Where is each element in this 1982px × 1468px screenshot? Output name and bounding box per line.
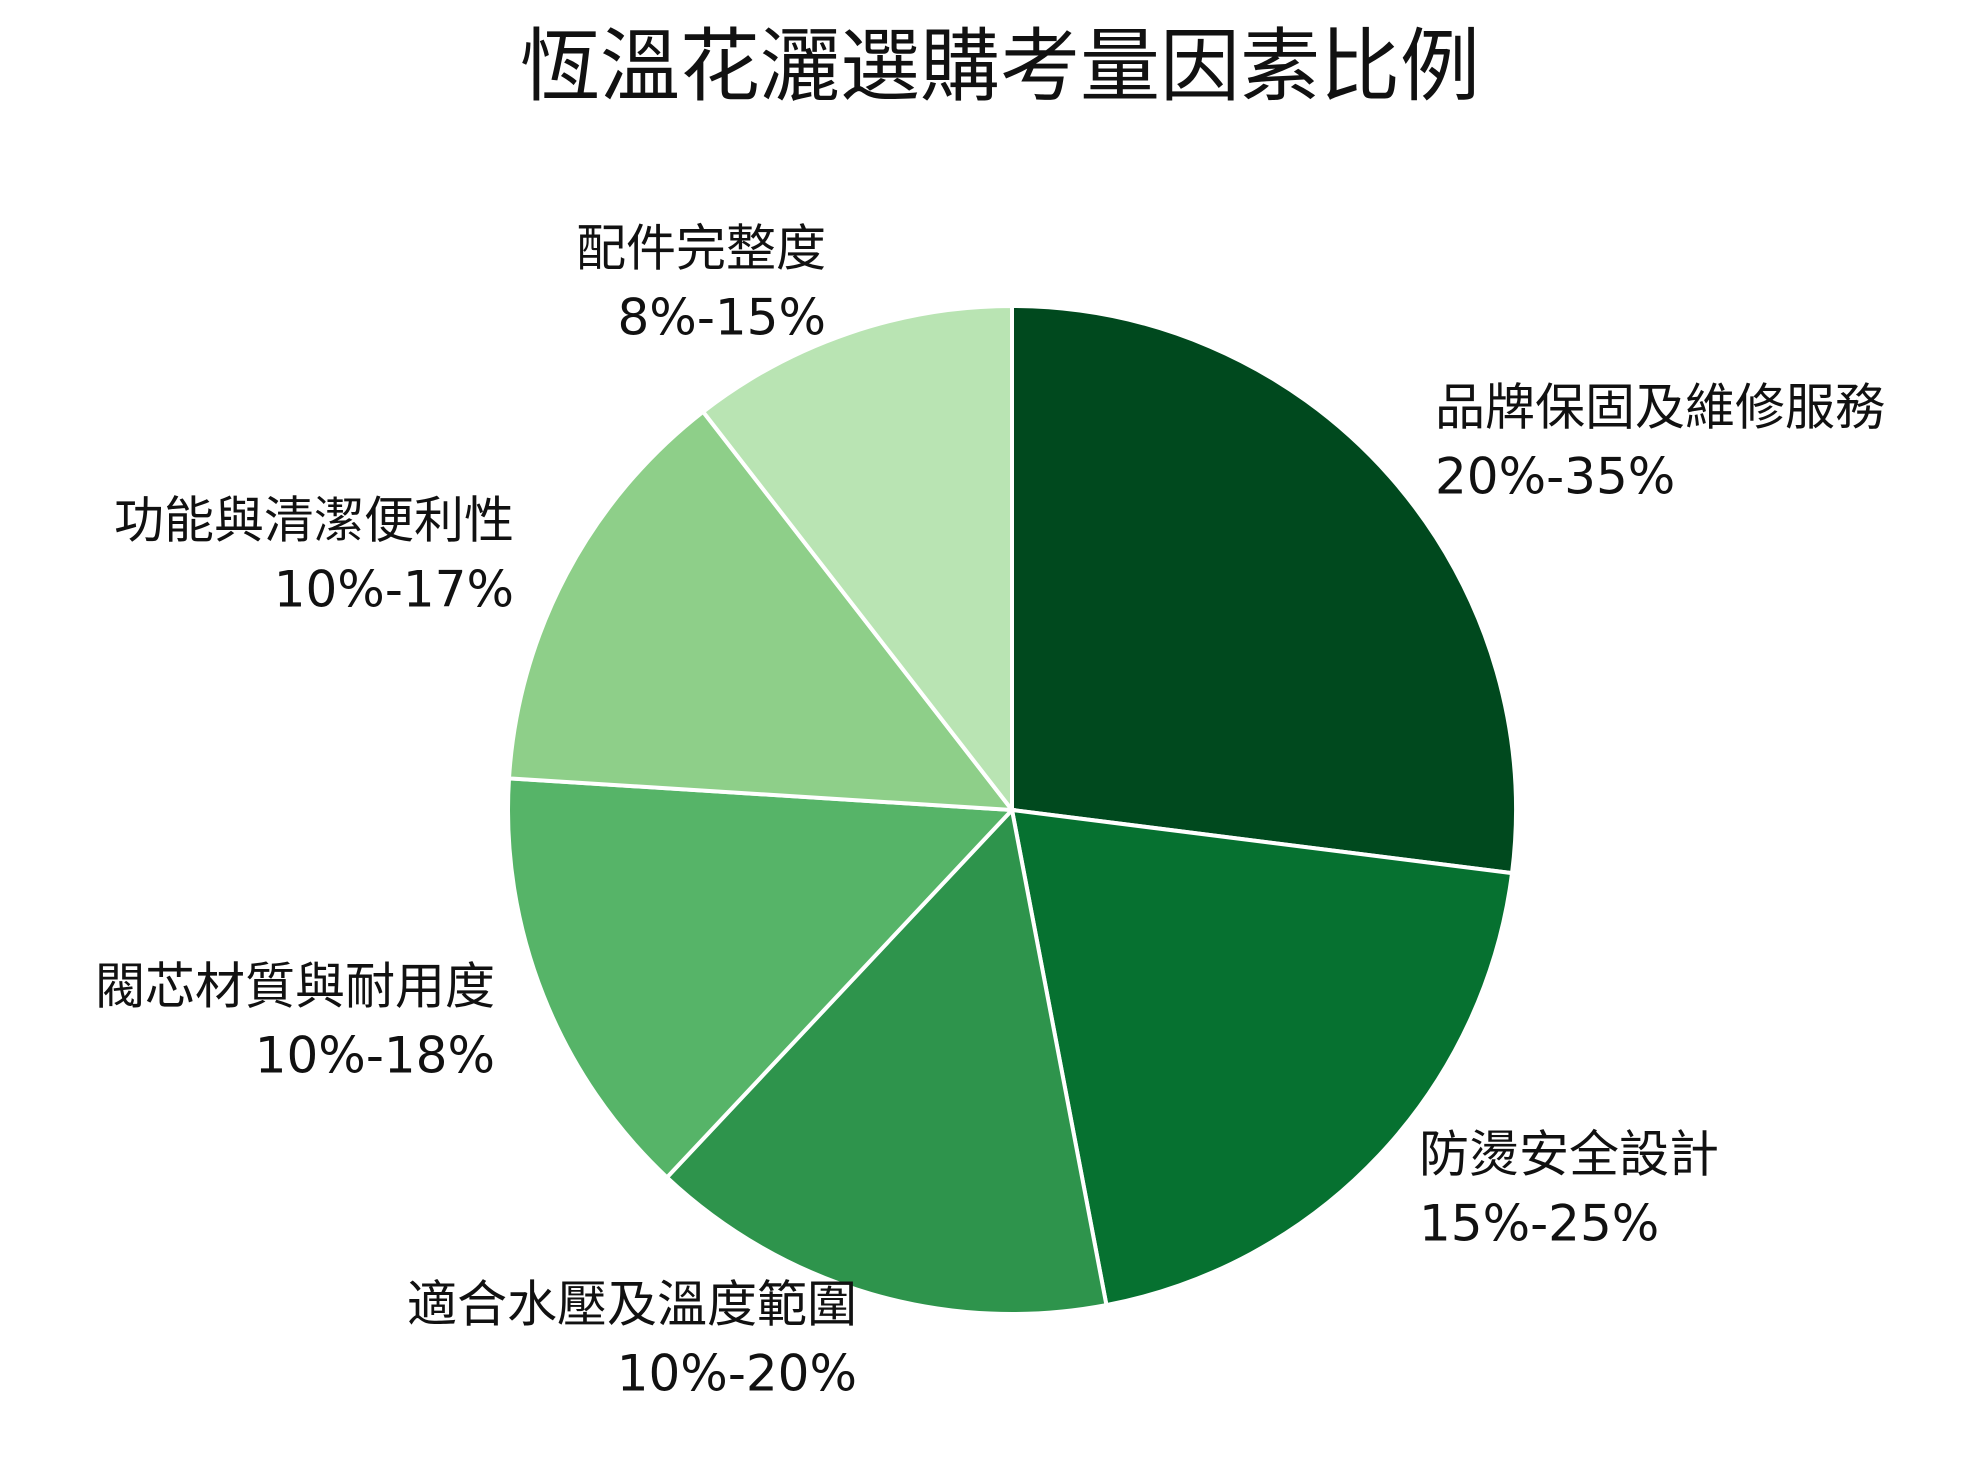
pie-slice: [664, 805, 1109, 1316]
slice-range: 10%-18%: [255, 1027, 495, 1085]
slice-label: 適合水壓及溫度範圍: [407, 1276, 857, 1334]
slice-label: 品牌保固及維修服務: [1435, 379, 1885, 437]
pie-slice: [1009, 807, 1515, 1308]
pie-slice: [700, 303, 1014, 816]
chart-title: 恆溫花灑選購考量因素比例: [520, 20, 1480, 113]
slice-range: 8%-15%: [618, 289, 827, 347]
slice-range: 10%-20%: [617, 1345, 857, 1403]
slice-label: 配件完整度: [576, 220, 826, 278]
slice-label: 防燙安全設計: [1419, 1126, 1719, 1184]
pie-slice: [1010, 303, 1518, 876]
slice-label: 功能與清潔便利性: [114, 492, 514, 550]
pie-slice: [506, 408, 1017, 813]
slice-range: 10%-17%: [274, 561, 514, 619]
slice-range: 15%-25%: [1419, 1195, 1659, 1253]
slice-label: 閥芯材質與耐用度: [95, 958, 495, 1016]
slice-range: 20%-35%: [1435, 448, 1675, 506]
pie-slice: [506, 776, 1017, 1181]
